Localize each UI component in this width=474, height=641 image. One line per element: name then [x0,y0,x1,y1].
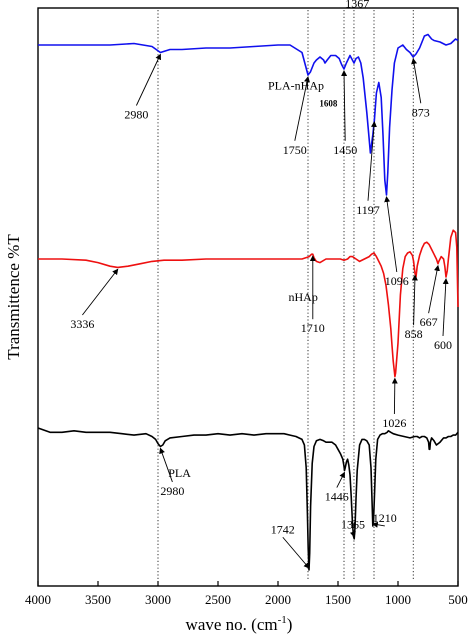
annotation-2: 2980 [124,108,148,122]
annotation-arrow-7 [384,196,398,273]
series-line-pla-nhap [38,33,459,196]
annotation-arrow-14 [442,278,449,337]
annotation-16: PLA [168,466,191,480]
x-tick-label-3: 2500 [205,592,231,607]
annotation-0: PLA-nHAp [268,78,324,92]
x-tick-label-0: 4000 [25,592,51,607]
x-tick-label-6: 1000 [385,592,411,607]
annotation-15: 1026 [382,416,406,430]
x-axis-label-close: ) [287,615,293,634]
annotation-11: 1710 [301,321,325,335]
annotation-3: 1750 [283,143,307,157]
annotation-18: 1446 [325,490,349,504]
annotation-4: 1450 [333,143,357,157]
annotation-8: 873 [412,105,430,119]
x-axis: 4000 3500 3000 2500 2000 1500 1000 500 [25,581,468,607]
annotation-10: 3336 [70,317,94,331]
x-tick-label-4: 2000 [265,592,291,607]
annotation-13: 667 [420,315,438,329]
y-axis-label: Transmittence %T [4,234,23,360]
x-tick-label-5: 1500 [325,592,351,607]
series-line-nhap [38,229,459,378]
annotation-12: 858 [405,327,423,341]
series-layer [37,33,459,571]
annotation-14: 600 [434,338,452,352]
annotation-layer: PLA-nHAp 1608 2980 1750 1450 1367 1197 1096 873 n… [70,0,452,569]
annotation-21: 1210 [373,511,397,525]
annotation-1: 1608 [319,99,338,109]
annotation-6: 1197 [356,203,380,217]
annotation-arrow-8 [411,58,422,104]
annotation-19: 1742 [271,522,295,536]
x-tick-label-1: 3500 [85,592,111,607]
series-line-pla [37,427,459,571]
annotation-arrow-12 [411,274,418,326]
x-axis-label-sup: -1 [278,614,287,626]
x-tick-label-7: 500 [448,592,468,607]
annotation-9: nHAp [289,290,318,304]
x-tick-label-2: 3000 [145,592,171,607]
annotation-arrow-18 [336,471,345,488]
annotation-arrow-17 [159,447,173,483]
annotation-5: 1367 [345,0,369,11]
annotation-17: 2980 [160,484,184,498]
x-axis-label-main: wave no. (cm [186,615,278,634]
annotation-7: 1096 [385,274,409,288]
annotation-arrow-4 [341,70,348,141]
annotation-20: 1365 [341,517,365,531]
annotation-arrow-20 [350,531,356,538]
annotation-arrow-13 [428,264,440,314]
annotation-arrow-19 [282,536,310,569]
annotation-arrow-6 [367,121,377,201]
annotation-arrow-10 [82,268,119,316]
x-axis-label: wave no. (cm-1) [186,614,293,634]
annotation-arrow-21 [371,521,385,528]
plot-frame [37,7,459,587]
annotation-arrow-3 [294,76,310,141]
annotation-arrow-2 [135,53,161,106]
